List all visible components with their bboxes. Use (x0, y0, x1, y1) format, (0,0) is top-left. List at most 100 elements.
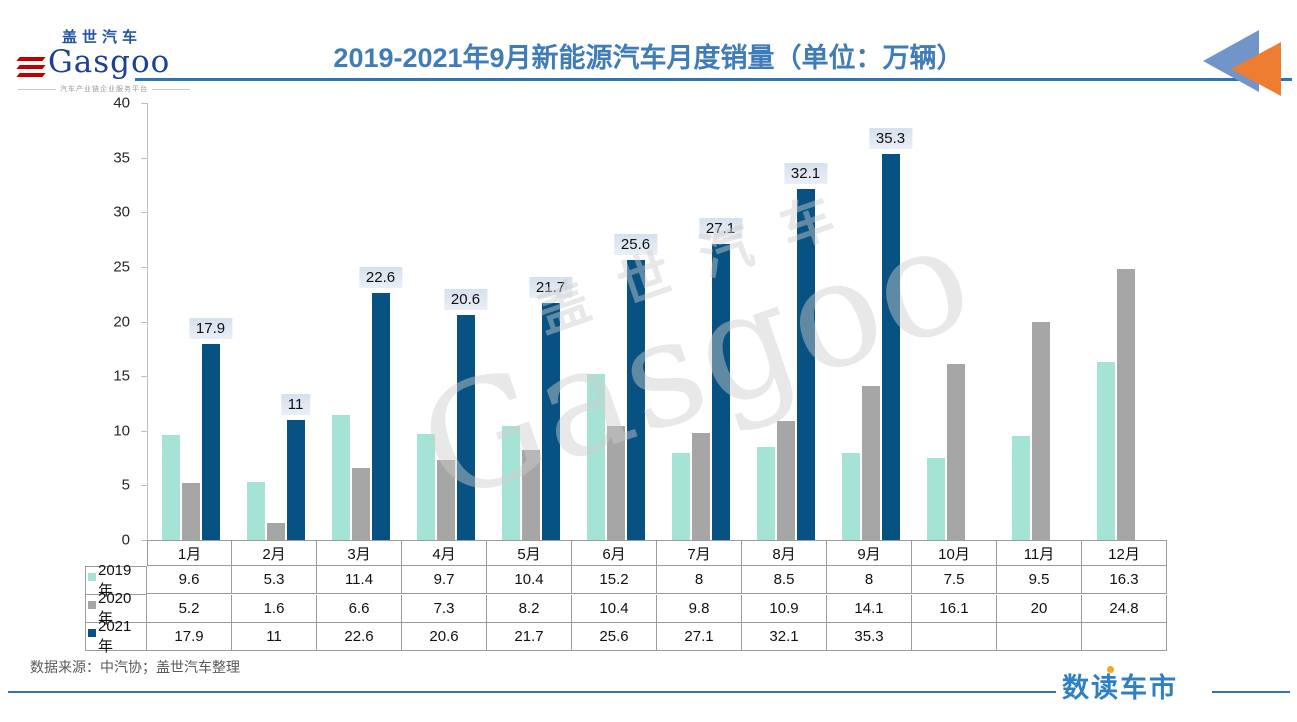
bar-group-11月 (998, 103, 1083, 540)
y-tick-label: 5 (121, 476, 130, 494)
data-source-note: 数据来源：中汽协；盖世汽车整理 (30, 659, 240, 675)
month-header-cell: 12月 (1082, 540, 1167, 566)
bar-2021年-7月 (711, 243, 730, 540)
y-tick-label: 10 (113, 422, 130, 440)
value-cell-2021年: 17.9 (147, 623, 232, 651)
y-tick-mark (141, 430, 147, 432)
value-cell-2019年: 8 (657, 566, 742, 594)
corner-triangles-icon (1203, 24, 1289, 100)
bar-data-label: 17.9 (188, 318, 233, 340)
value-cell-2021年: 25.6 (572, 623, 657, 651)
bar-slot (1011, 103, 1030, 540)
bar-2021年-3月 (371, 293, 390, 540)
bar-2019年-3月 (331, 415, 350, 540)
y-tick-label: 15 (113, 367, 130, 385)
bar-group-2月: 11 (233, 103, 318, 540)
value-cell-2019年: 8 (827, 566, 912, 594)
y-tick-mark (141, 321, 147, 323)
page-title: 2019-2021年9月新能源汽车月度销量（单位：万辆） (333, 43, 964, 73)
bar-slot (586, 103, 605, 540)
y-tick-label: 20 (113, 313, 130, 330)
bar-slot (351, 103, 370, 540)
y-tick-mark (141, 376, 147, 378)
value-cell-2021年: 11 (232, 623, 317, 651)
value-cell-2019年: 5.3 (232, 566, 317, 594)
bar-2019年-6月 (586, 373, 605, 540)
bar-slot: 25.6 (613, 103, 658, 540)
legend-swatch-2020年 (88, 600, 96, 609)
value-cell-2021年: 21.7 (487, 623, 572, 651)
bar-slot: 20.6 (443, 103, 488, 540)
footer-divider-line-short (1212, 691, 1290, 693)
bar-2020年-3月 (351, 467, 370, 540)
bar-slot (1116, 103, 1135, 540)
bar-group-12月 (1083, 103, 1168, 540)
bar-data-label: 32.1 (783, 163, 828, 185)
bar-slot (967, 103, 985, 540)
bar-data-label: 35.3 (868, 128, 913, 150)
bar-2021年-5月 (541, 302, 560, 540)
bar-slot: 21.7 (528, 103, 573, 540)
value-cell-2020年: 20 (997, 595, 1082, 623)
bar-slot: 11 (280, 103, 311, 540)
y-tick-mark (141, 157, 147, 159)
month-header-cell: 3月 (317, 540, 402, 566)
y-tick-mark (141, 485, 147, 487)
value-cell-2021年 (997, 623, 1082, 651)
bar-data-label: 21.7 (528, 276, 573, 298)
bar-slot (181, 103, 200, 540)
value-cell-2019年: 15.2 (572, 566, 657, 594)
y-tick-label: 40 (113, 94, 130, 112)
legend-swatch-2019年 (88, 572, 96, 581)
value-cell-2019年: 7.5 (912, 566, 997, 594)
bar-slot (266, 103, 285, 540)
chart-data-table: 1月 2月 3月 4月 5月 6月 7月 8月 9月 10月 11月 12月 2019年 9.6 5.3 11… (85, 540, 1167, 655)
month-header-cell: 10月 (912, 540, 997, 566)
value-cell-2019年: 8.5 (742, 566, 827, 594)
shudu-cheshi-logo: 数读车市 (1062, 666, 1178, 705)
bar-2020年-7月 (691, 432, 710, 540)
bar-slot (521, 103, 540, 540)
value-cell-2020年: 9.8 (657, 595, 742, 623)
series-name: 2021年 (98, 617, 132, 655)
bar-2020年-9月 (861, 385, 880, 540)
legend-row-label: 2020年 (85, 590, 147, 627)
value-cell-2020年: 24.8 (1082, 595, 1167, 623)
bar-slot (1031, 103, 1050, 540)
bar-slot (841, 103, 860, 540)
month-header-cell: 2月 (232, 540, 317, 566)
value-cell-2021年: 22.6 (317, 623, 402, 651)
bar-slot (1137, 103, 1155, 540)
bar-data-label: 20.6 (443, 288, 488, 310)
bar-group-6月: 25.6 (573, 103, 658, 540)
legend-swatch-2021年 (88, 628, 96, 637)
month-header-cell: 9月 (827, 540, 912, 566)
bar-slot: 27.1 (698, 103, 743, 540)
bar-2021年-8月 (796, 189, 815, 540)
bar-2020年-12月 (1116, 269, 1135, 540)
bar-group-1月: 17.9 (148, 103, 233, 540)
bar-slot (691, 103, 710, 540)
month-header-cell: 4月 (402, 540, 487, 566)
month-header-cell: 7月 (657, 540, 742, 566)
bar-2021年-2月 (286, 419, 305, 540)
bar-2019年-2月 (246, 482, 265, 540)
bar-slot (776, 103, 795, 540)
orange-triangle-icon (1231, 42, 1281, 96)
bar-2020年-5月 (521, 450, 540, 540)
bar-2019年-12月 (1096, 361, 1115, 540)
value-cell-2021年: 20.6 (402, 623, 487, 651)
bar-group-9月: 35.3 (828, 103, 913, 540)
month-header-cell: 8月 (742, 540, 827, 566)
bar-slot (861, 103, 880, 540)
value-cell-2019年: 9.7 (402, 566, 487, 594)
bar-group-3月: 22.6 (318, 103, 403, 540)
bar-slot (946, 103, 965, 540)
table-corner-blank (85, 540, 147, 564)
bar-2020年-8月 (776, 420, 795, 540)
y-tick-mark (141, 266, 147, 268)
y-tick-label: 30 (113, 203, 130, 221)
bar-slot (436, 103, 455, 540)
gasgoo-logo: 盖世汽车 Gasgoo 汽车产业链企业服务平台 (16, 26, 190, 94)
bar-2020年-2月 (266, 522, 285, 540)
